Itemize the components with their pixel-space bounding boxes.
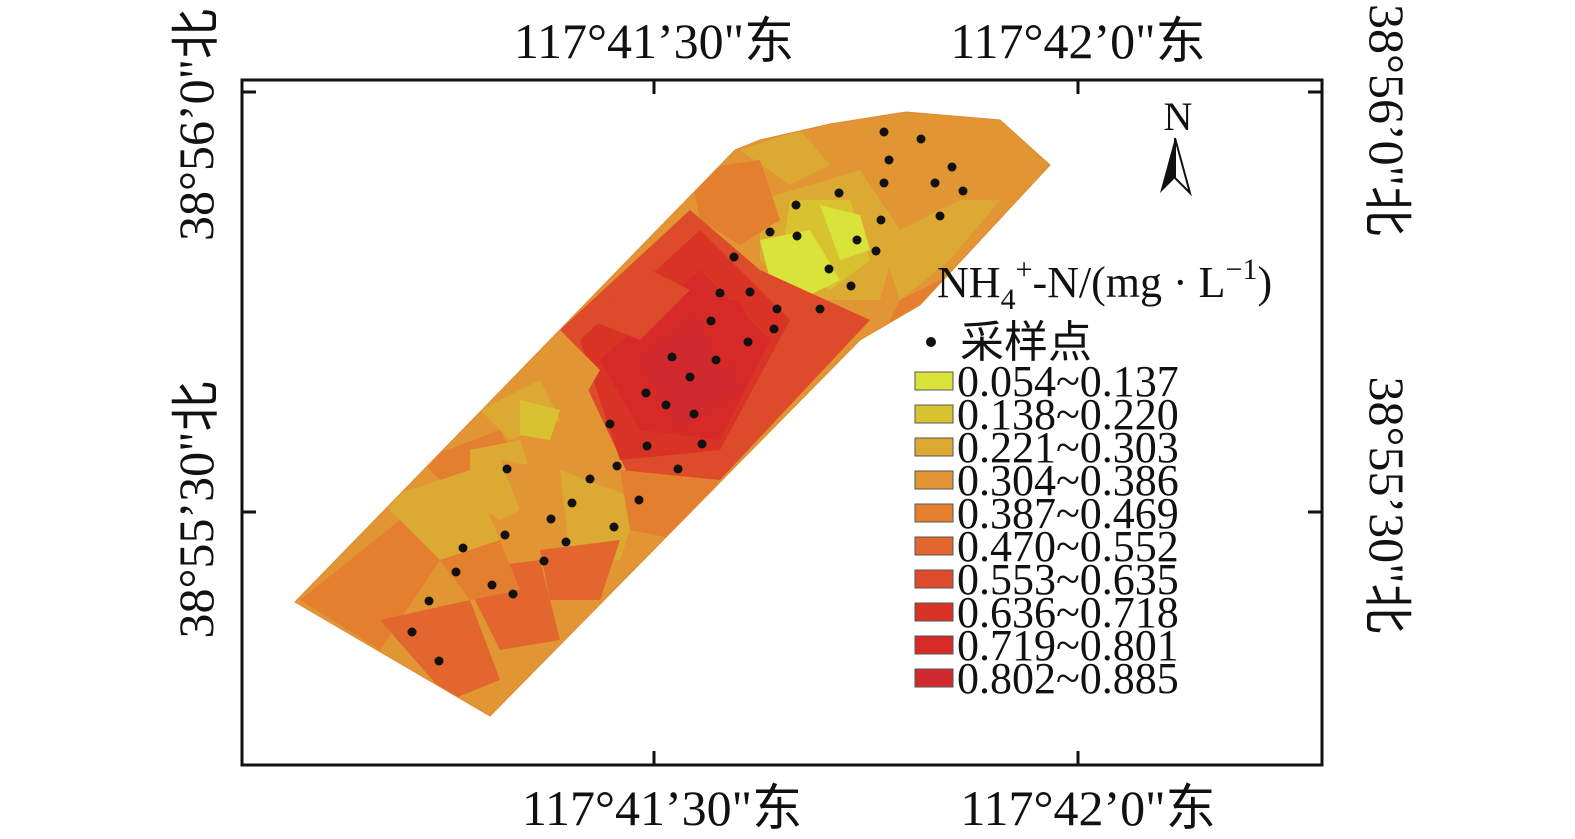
legend-label-8: 0.636~0.718 [957, 588, 1179, 637]
bottom-axis-label-1: 117°41’30"东 [522, 780, 802, 836]
legend-label-6: 0.470~0.552 [957, 522, 1179, 571]
sample-point [561, 537, 571, 547]
sample-point [916, 134, 926, 144]
legend-label-3: 0.221~0.303 [957, 423, 1179, 472]
sample-point [585, 474, 595, 484]
sample-point [745, 287, 755, 297]
sample-point [769, 324, 779, 334]
sample-point [815, 304, 825, 314]
sample-point [661, 400, 671, 410]
sample-point [715, 288, 725, 298]
sample-point [846, 281, 856, 291]
north-arrow-icon [1160, 137, 1192, 197]
legend-label-2: 0.138~0.220 [957, 390, 1179, 439]
legend-swatch-4 [914, 470, 954, 490]
sample-point [567, 498, 577, 508]
sample-point [879, 127, 889, 137]
legend-label-7: 0.553~0.635 [957, 555, 1179, 604]
sample-point [612, 461, 622, 471]
sample-point [673, 464, 683, 474]
north-label: N [1164, 94, 1193, 139]
legend-swatch-2 [914, 404, 954, 424]
sample-point [824, 264, 834, 274]
sample-point [609, 522, 619, 532]
sample-point [772, 304, 782, 314]
sample-point [871, 246, 881, 256]
top-axis-label-1: 117°41’30"东 [514, 13, 794, 69]
sample-point [729, 252, 739, 262]
sample-point [791, 200, 801, 210]
sample-point [407, 627, 417, 637]
left-axis-label-1: 38°56’0"北 [168, 9, 224, 241]
sample-point [852, 235, 862, 245]
legend-swatch-5 [914, 503, 954, 523]
sample-point [834, 188, 844, 198]
legend-sample-label: 采样点 [960, 318, 1092, 367]
sample-point [792, 231, 802, 241]
legend-swatch-8 [914, 602, 954, 622]
sample-point [884, 155, 894, 165]
sample-point [508, 589, 518, 599]
sample-point [605, 419, 615, 429]
legend-label-4: 0.304~0.386 [957, 456, 1179, 505]
sample-point [743, 337, 753, 347]
legend-swatch-9 [914, 635, 954, 655]
sample-point [876, 215, 886, 225]
study-area-outline [294, 111, 1051, 717]
sample-points [407, 127, 968, 666]
sample-point [711, 355, 721, 365]
sample-point [765, 227, 775, 237]
legend-label-10: 0.802~0.885 [957, 654, 1179, 703]
right-axis-label-1: 38°56’0"北 [1359, 4, 1415, 236]
sample-point [667, 352, 677, 362]
sample-point [546, 514, 556, 524]
sample-point [958, 186, 968, 196]
sample-point [879, 178, 889, 188]
sample-point [500, 530, 510, 540]
sample-point [458, 543, 468, 553]
sample-point [451, 567, 461, 577]
left-axis-label-2: 38°55’30"北 [168, 381, 224, 638]
sample-point [634, 495, 644, 505]
sample-point [935, 211, 945, 221]
legend-swatch-1 [914, 371, 954, 391]
sample-point [424, 596, 434, 606]
sample-point [502, 464, 512, 474]
legend-sample-point-icon [926, 337, 936, 347]
legend-swatch-7 [914, 569, 954, 589]
sample-point [642, 441, 652, 451]
sample-point [930, 178, 940, 188]
map-frame [240, 78, 1324, 767]
legend-label-5: 0.387~0.469 [957, 489, 1179, 538]
legend-label-1: 0.054~0.137 [957, 357, 1179, 406]
legend-swatch-3 [914, 437, 954, 457]
legend-swatch-6 [914, 536, 954, 556]
sample-point [539, 556, 549, 566]
sample-point [706, 316, 716, 326]
sample-point [947, 162, 957, 172]
sample-point [689, 409, 699, 419]
top-axis-label-2: 117°42’0"东 [950, 13, 1205, 69]
frame-ticks [242, 80, 1322, 765]
north-arrow: N [1160, 94, 1193, 197]
legend-label-9: 0.719~0.801 [957, 621, 1179, 670]
right-axis-label-2: 38°55’30"北 [1359, 376, 1415, 633]
legend-swatch-10 [914, 668, 954, 688]
sample-point [697, 439, 707, 449]
sample-point [685, 372, 695, 382]
sample-point [434, 656, 444, 666]
bottom-axis-label-2: 117°42’0"东 [960, 780, 1215, 836]
legend: NH4+-N/(mg · L−1) 采样点 0.054~0.1370.138~0… [914, 253, 1272, 703]
legend-classes: 0.054~0.1370.138~0.2200.221~0.3030.304~0… [914, 357, 1179, 703]
legend-title: NH4+-N/(mg · L−1) [937, 253, 1272, 316]
sample-point [641, 388, 651, 398]
sample-point [487, 580, 497, 590]
